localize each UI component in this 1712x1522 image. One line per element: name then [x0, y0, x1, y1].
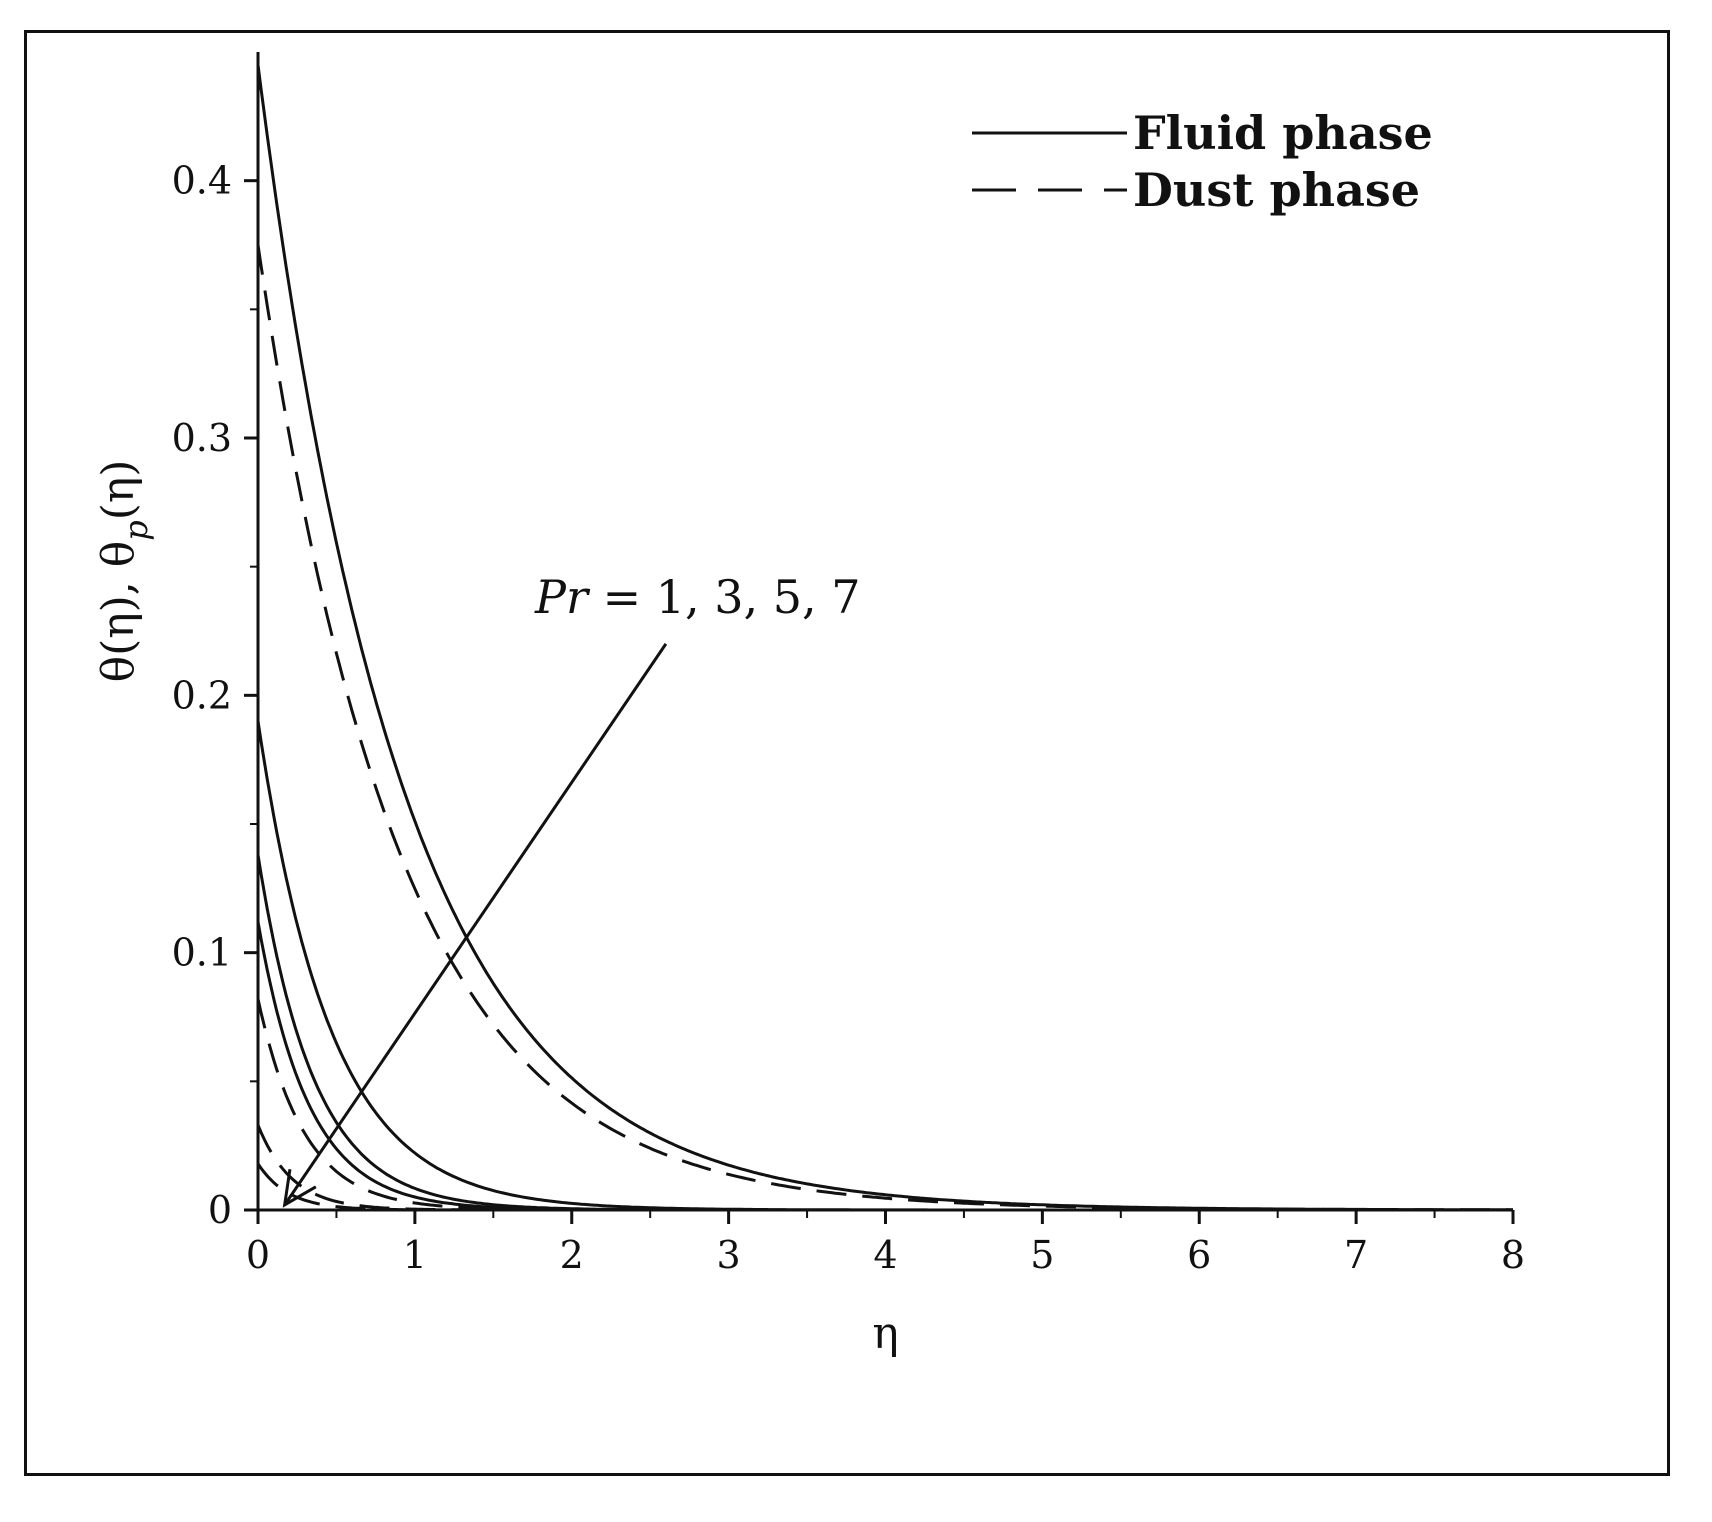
annotation-values: = 1, 3, 5, 7: [588, 570, 861, 624]
y-tick-label: 0.3: [172, 416, 232, 460]
series-line-6-dashed: [256, 998, 1513, 1212]
annotation-arrow-head: [282, 1169, 317, 1208]
annotation-symbol: Pr: [534, 570, 591, 624]
annotation: Pr = 1, 3, 5, 7: [282, 570, 861, 1208]
ticks: 0 1 2 3 4 5 6 7 8 0 0.1 0.2 0.3 0.4: [172, 159, 1526, 1277]
y-axis-label: θ(η), θp(η): [93, 460, 155, 683]
legend-label: Dust phase: [1133, 163, 1420, 217]
y-tick-label: 0.1: [172, 931, 232, 975]
series-line-4-solid: [256, 854, 1513, 1212]
y-tick-label: 0.2: [172, 673, 232, 717]
annotation-label: Pr = 1, 3, 5, 7: [534, 570, 861, 624]
x-tick-label: 3: [717, 1233, 741, 1277]
axes: [256, 52, 1513, 1212]
x-tick-label: 1: [403, 1233, 427, 1277]
x-tick-label: 5: [1030, 1233, 1054, 1277]
x-tick-label: 4: [873, 1233, 897, 1277]
y-label-main: θ(η), θ: [93, 541, 144, 683]
x-tick-label: 8: [1501, 1233, 1525, 1277]
series-line-1-solid: [256, 64, 1513, 1212]
y-tick-label: 0: [208, 1188, 232, 1232]
x-tick-label: 2: [560, 1233, 584, 1277]
y-label-tail: (η): [93, 460, 144, 521]
x-axis-label: η: [872, 1308, 898, 1359]
x-tick-label: 7: [1344, 1233, 1368, 1277]
y-label-subscript: p: [117, 520, 155, 540]
series-lines: [256, 64, 1513, 1212]
legend-label: Fluid phase: [1133, 106, 1433, 160]
x-tick-label: 6: [1187, 1233, 1211, 1277]
y-tick-label: 0.4: [172, 159, 232, 203]
series-line-2-dashed: [256, 244, 1513, 1212]
figure-frame: 0 1 2 3 4 5 6 7 8 0 0.1 0.2 0.3 0.4 Fluid phase Dust p…: [24, 30, 1670, 1476]
x-tick-label: 0: [246, 1233, 270, 1277]
annotation-arrow-line: [283, 643, 668, 1206]
